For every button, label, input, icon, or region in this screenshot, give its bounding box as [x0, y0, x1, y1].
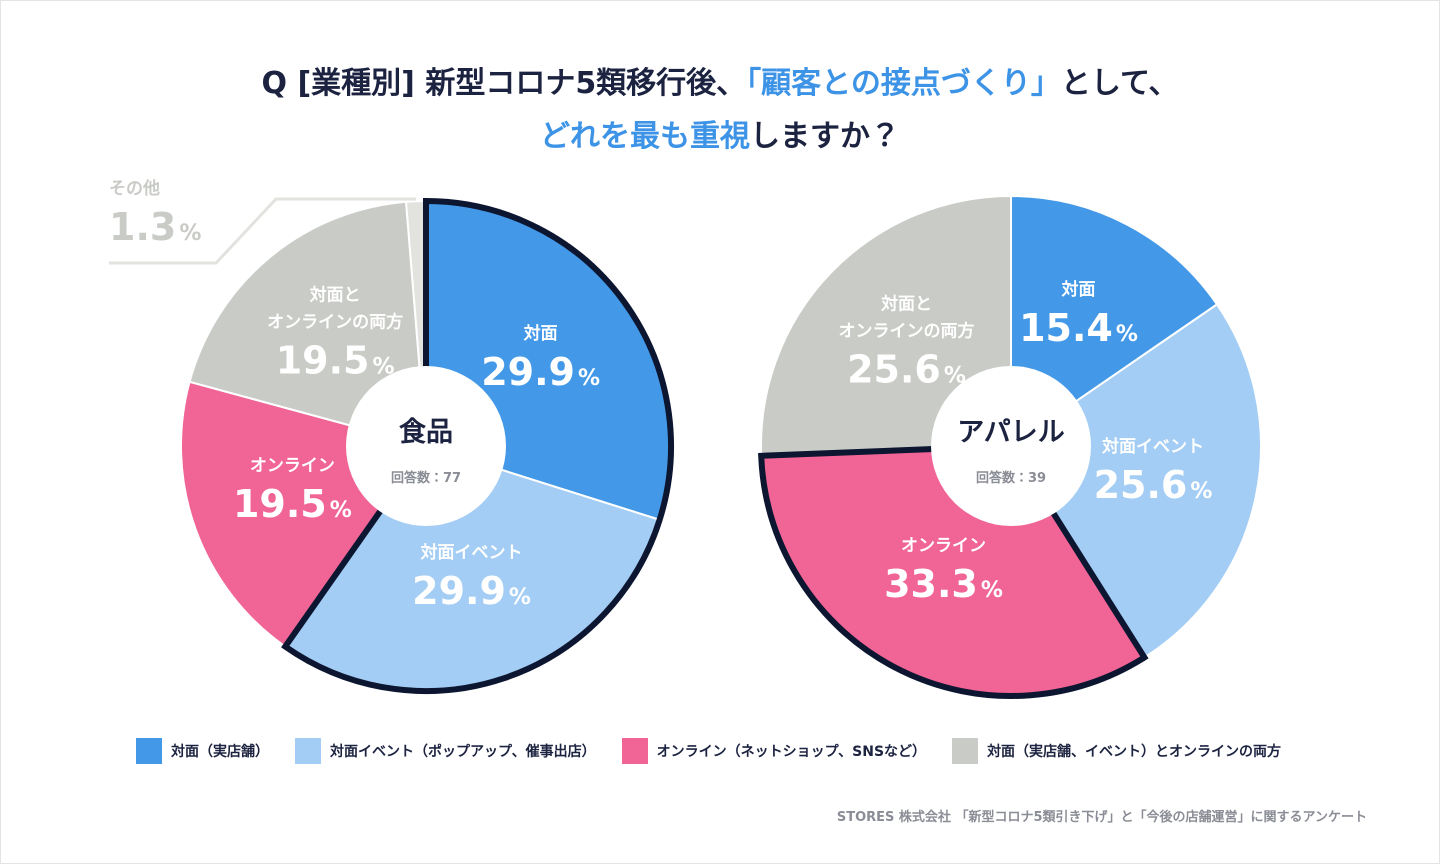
value-unit: % — [1190, 479, 1213, 505]
slice — [1009, 302, 1262, 659]
legend-item: オンライン（ネットショップ、SNSなど） — [621, 738, 927, 764]
slice-label: 対面イベント 29.9% — [412, 540, 531, 622]
slice — [188, 200, 428, 448]
slice-value: 25.6% — [1094, 461, 1213, 516]
value-unit: % — [372, 354, 395, 380]
slice-name: 対面と オンラインの両方 — [838, 294, 975, 341]
highlight-outline — [281, 197, 674, 694]
slice-value: 19.5% — [267, 336, 403, 391]
slice-name: 対面イベント — [420, 542, 523, 563]
legend-swatch — [136, 738, 162, 764]
slice-value: 1.3% — [109, 203, 201, 258]
value-unit: % — [943, 363, 966, 388]
slice-value: 29.9% — [481, 348, 600, 403]
center-subtitle: 回答数：77 — [391, 470, 461, 486]
value-unit: % — [1115, 321, 1138, 347]
slice-value: 33.3% — [884, 560, 1003, 615]
slice-label: 対面 15.4% — [1019, 277, 1138, 359]
title-segment: どれを最も重視 — [540, 119, 750, 154]
highlight-outline — [758, 442, 1149, 699]
value-number: 25.6 — [847, 347, 941, 391]
legend-item: 対面（実店舗、イベント）とオンラインの両方 — [952, 738, 1281, 764]
slice-name: その他 — [109, 179, 160, 199]
center-hole — [346, 366, 506, 526]
slice — [760, 194, 1012, 457]
legend-label: 対面イベント（ポップアップ、催事出店） — [330, 744, 596, 760]
slice-label: 対面と オンラインの両方 25.6% — [838, 291, 974, 400]
slice-label: その他 1.3% — [109, 176, 201, 258]
slice-label: 対面イベント 25.6% — [1094, 434, 1213, 516]
value-number: 19.5 — [232, 482, 327, 527]
value-number: 1.3 — [109, 205, 177, 249]
legend-item: 対面（実店舗） — [136, 738, 269, 764]
source: STORES 株式会社 「新型コロナ5類引き下げ」と「今後の店舗運営」に関するア… — [836, 810, 1367, 825]
slice — [1010, 194, 1219, 448]
value-unit: % — [179, 221, 202, 246]
value-number: 15.4 — [1019, 305, 1113, 350]
title-segment: しますか？ — [750, 119, 900, 154]
value-number: 19.5 — [275, 338, 370, 383]
center-hole — [931, 366, 1091, 526]
legend: 対面（実店舗） 対面イベント（ポップアップ、催事出店） オンライン（ネットショップ、… — [136, 738, 1281, 764]
callout-line — [109, 197, 417, 265]
title-segment: として、 — [1060, 66, 1179, 101]
title-segment: Q [業種別] 新型コロナ5類移行後、 — [261, 66, 747, 101]
value-unit: % — [508, 584, 531, 610]
legend-label: 対面（実店舗、イベント）とオンラインの両方 — [987, 744, 1282, 760]
value-unit: % — [577, 366, 601, 391]
slice-value: 19.5% — [233, 480, 352, 535]
center-title: アパレル — [957, 417, 1064, 448]
value-number: 25.6 — [1093, 463, 1188, 508]
title-line: Q [業種別] 新型コロナ5類移行後、「顧客との接点づくり」として、 — [1, 57, 1439, 110]
slice-name: 対面と オンラインの両方 — [267, 285, 404, 333]
legend-item: 対面イベント（ポップアップ、催事出店） — [295, 738, 596, 764]
legend-swatch — [621, 738, 648, 764]
title: Q [業種別] 新型コロナ5類移行後、「顧客との接点づくり」として、 どれを最も重… — [1, 57, 1439, 163]
slice-value: 25.6% — [838, 345, 974, 400]
title-line: どれを最も重視しますか？ — [1, 110, 1439, 163]
legend-label: 対面（実店舗） — [171, 744, 269, 760]
slice-label: 対面と オンラインの両方 19.5% — [267, 282, 403, 391]
center-title: 食品 — [399, 417, 453, 448]
slice-name: 対面イベント — [1102, 437, 1205, 458]
value-number: 29.9 — [412, 568, 506, 613]
slice-name: 対面 — [1061, 279, 1096, 300]
legend-swatch — [952, 738, 979, 764]
value-number: 29.9 — [481, 350, 575, 394]
value-unit: % — [329, 498, 352, 524]
value-number: 33.3 — [884, 562, 978, 607]
center-subtitle: 回答数：39 — [976, 470, 1046, 486]
slice-label: オンライン 19.5% — [233, 453, 352, 535]
slice-label: 対面 29.9% — [481, 321, 600, 403]
slice-name: オンライン — [900, 536, 986, 557]
slice-name: 対面 — [523, 324, 558, 344]
slice-value: 29.9% — [412, 567, 531, 622]
legend-swatch — [295, 738, 321, 764]
slice-value: 15.4% — [1019, 304, 1138, 359]
slice-name: オンライン — [249, 456, 335, 477]
legend-label: オンライン（ネットショップ、SNSなど） — [656, 744, 927, 760]
value-unit: % — [980, 578, 1003, 604]
title-segment: 「顧客との接点づくり」 — [746, 66, 1061, 101]
slice-label: オンライン 33.3% — [884, 533, 1003, 615]
